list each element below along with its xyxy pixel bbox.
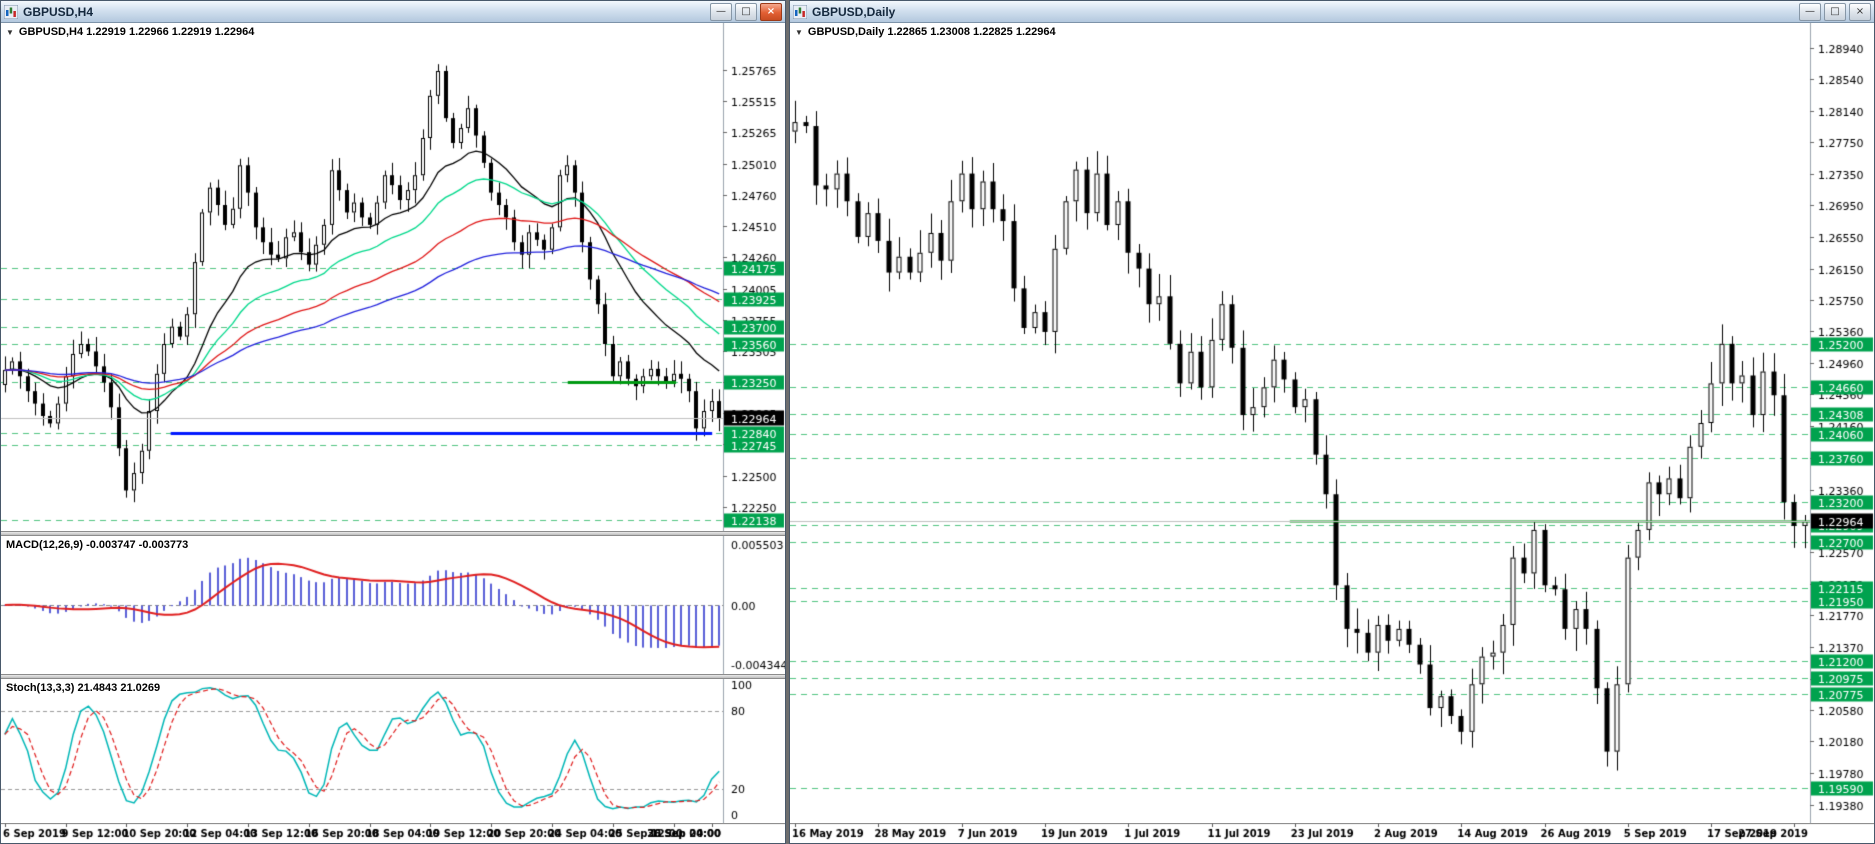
window-title: GBPUSD,H4 bbox=[23, 4, 94, 19]
restore-button[interactable]: □ bbox=[1824, 2, 1846, 21]
pane-divider[interactable] bbox=[1, 674, 785, 679]
daily-price-chart-canvas[interactable] bbox=[790, 23, 1874, 823]
h4-stoch-canvas[interactable] bbox=[1, 679, 785, 823]
pane-divider[interactable] bbox=[1, 531, 785, 536]
daily-client-area: ▼ GBPUSD,Daily 1.22865 1.23008 1.22825 1… bbox=[790, 23, 1874, 843]
chart-window-daily: GBPUSD,Daily — □ × ▼ GBPUSD,Daily 1.2286… bbox=[789, 0, 1875, 844]
titlebar-h4[interactable]: GBPUSD,H4 — □ × bbox=[1, 1, 785, 23]
collapse-indicator-icon[interactable]: ▼ bbox=[6, 27, 14, 37]
h4-macd-canvas[interactable] bbox=[1, 536, 785, 674]
close-button[interactable]: × bbox=[760, 2, 782, 21]
chart-window-icon bbox=[793, 4, 807, 19]
restore-button[interactable]: □ bbox=[735, 2, 757, 21]
daily-price-pane: ▼ GBPUSD,Daily 1.22865 1.23008 1.22825 1… bbox=[790, 23, 1874, 823]
collapse-indicator-icon[interactable]: ▼ bbox=[795, 27, 803, 37]
close-button[interactable]: × bbox=[1849, 2, 1871, 21]
h4-price-pane: ▼ GBPUSD,H4 1.22919 1.22966 1.22919 1.22… bbox=[1, 23, 785, 531]
minimize-button[interactable]: — bbox=[1799, 2, 1821, 21]
h4-macd-pane: MACD(12,26,9) -0.003747 -0.003773 bbox=[1, 536, 785, 674]
h4-price-chart-canvas[interactable] bbox=[1, 23, 785, 531]
h4-stoch-pane: Stoch(13,3,3) 21.4843 21.0269 bbox=[1, 679, 785, 823]
h4-client-area: ▼ GBPUSD,H4 1.22919 1.22966 1.22919 1.22… bbox=[1, 23, 785, 843]
chart-window-h4: GBPUSD,H4 — □ × ▼ GBPUSD,H4 1.22919 1.22… bbox=[0, 0, 786, 844]
window-title: GBPUSD,Daily bbox=[812, 4, 896, 19]
daily-time-axis[interactable] bbox=[790, 823, 1874, 843]
titlebar-daily[interactable]: GBPUSD,Daily — □ × bbox=[790, 1, 1874, 23]
minimize-button[interactable]: — bbox=[710, 2, 732, 21]
chart-window-icon bbox=[4, 4, 18, 19]
h4-time-axis[interactable] bbox=[1, 823, 785, 843]
